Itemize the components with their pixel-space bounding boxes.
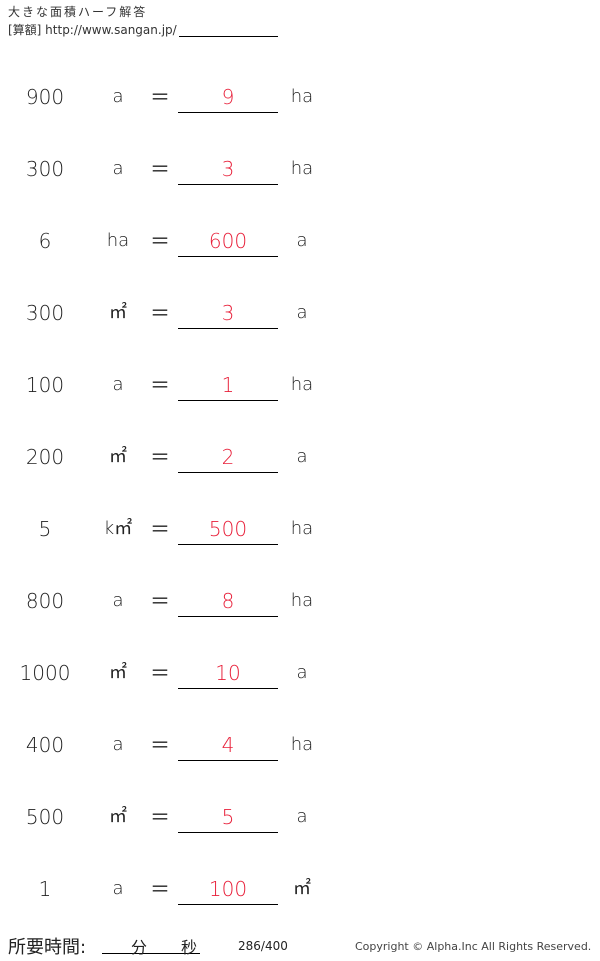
to-unit: ha (290, 734, 314, 755)
to-unit: ha (290, 518, 314, 539)
problem-row: 100 a ＝ 1 ha (0, 370, 600, 401)
problem-value: 400 (25, 733, 65, 757)
equals-sign: ＝ (150, 301, 170, 325)
to-unit: ha (290, 374, 314, 395)
equals-sign: ＝ (150, 157, 170, 181)
from-unit: a (112, 878, 124, 899)
from-unit: a (112, 158, 124, 179)
equals-sign: ＝ (150, 85, 170, 109)
problem-row: 400 a ＝ 4 ha (0, 730, 600, 761)
from-unit: ㎡ (109, 446, 127, 467)
to-unit: ha (290, 590, 314, 611)
answer: 500 (178, 514, 278, 545)
to-unit: ha (290, 158, 314, 179)
to-unit: a (296, 230, 308, 251)
problem-row: 1 a ＝ 100 ㎡ (0, 874, 600, 905)
equals-sign: ＝ (150, 661, 170, 685)
equals-sign: ＝ (150, 517, 170, 541)
problem-row: 1000 ㎡ ＝ 10 a (0, 658, 600, 689)
problem-value: 300 (25, 157, 65, 181)
seconds-label: 秒 (181, 938, 198, 957)
problem-row: 800 a ＝ 8 ha (0, 586, 600, 617)
problem-value: 1000 (19, 661, 71, 685)
problem-value: 500 (25, 805, 65, 829)
to-unit: ㎡ (293, 878, 311, 899)
answer: 5 (178, 802, 278, 833)
from-unit: a (112, 86, 124, 107)
to-unit: a (296, 662, 308, 683)
from-unit: ha (106, 230, 130, 251)
equals-sign: ＝ (150, 877, 170, 901)
equals-sign: ＝ (150, 445, 170, 469)
answer: 10 (178, 658, 278, 689)
from-unit: ㎡ (109, 662, 127, 683)
time-label: 所要時間: (8, 937, 87, 958)
time-line (102, 953, 200, 954)
problem-value: 900 (25, 85, 65, 109)
from-unit: ㎡ (109, 806, 127, 827)
to-unit: a (296, 302, 308, 323)
problem-row: 300 ㎡ ＝ 3 a (0, 298, 600, 329)
problem-value: 200 (25, 445, 65, 469)
problem-row: 500 ㎡ ＝ 5 a (0, 802, 600, 833)
problem-value: 800 (25, 589, 65, 613)
equals-sign: ＝ (150, 229, 170, 253)
problem-value: 5 (38, 517, 52, 541)
equals-sign: ＝ (150, 373, 170, 397)
footer: 所要時間: 分 秒 286/400 Copyright © Alpha.Inc … (0, 933, 600, 959)
worksheet-title: 大きな面積ハーフ解答 (8, 5, 148, 19)
problem-row: 900 a ＝ 9 ha (0, 82, 600, 113)
minutes-label: 分 (131, 938, 148, 957)
answer: 1 (178, 370, 278, 401)
from-unit: ㎡ (109, 302, 127, 323)
source-url: [算額] http://www.sangan.jp/ (8, 23, 177, 37)
answer: 3 (178, 154, 278, 185)
answer: 600 (178, 226, 278, 257)
answer: 9 (178, 82, 278, 113)
answer: 100 (178, 874, 278, 905)
from-unit: k㎡ (103, 518, 133, 539)
answer: 2 (178, 442, 278, 473)
copyright: Copyright © Alpha.Inc All Rights Reserve… (355, 940, 592, 953)
name-line (179, 36, 278, 37)
answer: 4 (178, 730, 278, 761)
equals-sign: ＝ (150, 589, 170, 613)
problem-row: 300 a ＝ 3 ha (0, 154, 600, 185)
to-unit: a (296, 806, 308, 827)
problem-value: 300 (25, 301, 65, 325)
page-number: 286/400 (238, 939, 288, 953)
from-unit: a (112, 374, 124, 395)
from-unit: a (112, 590, 124, 611)
problem-row: 5 k㎡ ＝ 500 ha (0, 514, 600, 545)
to-unit: ha (290, 86, 314, 107)
answer: 3 (178, 298, 278, 329)
from-unit: a (112, 734, 124, 755)
equals-sign: ＝ (150, 805, 170, 829)
answer: 8 (178, 586, 278, 617)
to-unit: a (296, 446, 308, 467)
problem-row: 200 ㎡ ＝ 2 a (0, 442, 600, 473)
problem-value: 1 (38, 877, 52, 901)
equals-sign: ＝ (150, 733, 170, 757)
problem-value: 100 (25, 373, 65, 397)
problem-row: 6 ha ＝ 600 a (0, 226, 600, 257)
problem-value: 6 (38, 229, 52, 253)
